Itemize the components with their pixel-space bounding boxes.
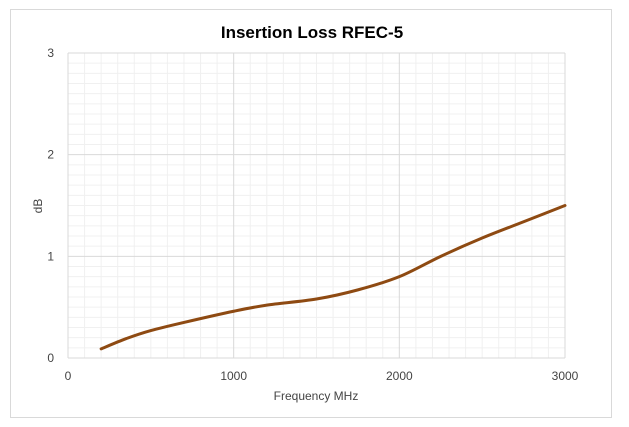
series-line	[99, 204, 567, 351]
x-tick-label: 0	[65, 369, 72, 383]
x-tick-label: 3000	[552, 369, 579, 383]
x-axis-label: Frequency MHz	[274, 389, 359, 403]
y-tick-label: 0	[47, 351, 54, 365]
x-tick-label: 2000	[386, 369, 413, 383]
chart-title: Insertion Loss RFEC-5	[221, 23, 403, 42]
x-tick-label: 1000	[220, 369, 247, 383]
y-tick-label: 1	[47, 249, 54, 263]
y-tick-label: 2	[47, 148, 54, 162]
y-tick-label: 3	[47, 46, 54, 60]
chart-frame	[10, 9, 612, 418]
y-axis-label: dB	[31, 199, 45, 214]
